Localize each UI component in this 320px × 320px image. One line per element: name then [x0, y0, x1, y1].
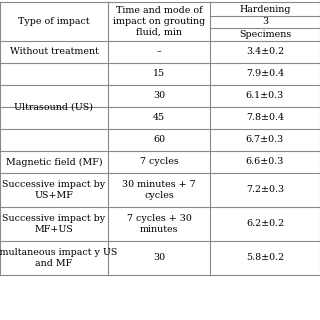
Text: Specimens: Specimens	[239, 30, 291, 39]
Text: 6.2±0.2: 6.2±0.2	[246, 220, 284, 228]
Text: 7 cycles + 30
minutes: 7 cycles + 30 minutes	[127, 214, 191, 234]
Text: 30 minutes + 7
cycles: 30 minutes + 7 cycles	[122, 180, 196, 200]
Text: Type of impact: Type of impact	[18, 17, 90, 26]
Text: Successive impact by
US+MF: Successive impact by US+MF	[3, 180, 106, 200]
Text: 6.7±0.3: 6.7±0.3	[246, 135, 284, 145]
Text: Magnetic field (MF): Magnetic field (MF)	[6, 157, 102, 167]
Text: 30: 30	[153, 253, 165, 262]
Text: 30: 30	[153, 92, 165, 100]
Text: 6.6±0.3: 6.6±0.3	[246, 157, 284, 166]
Text: 7.8±0.4: 7.8±0.4	[246, 114, 284, 123]
Text: 3.4±0.2: 3.4±0.2	[246, 47, 284, 57]
Text: 15: 15	[153, 69, 165, 78]
Text: –: –	[156, 47, 161, 57]
Text: Simultaneous impact y US
and MF: Simultaneous impact y US and MF	[0, 248, 118, 268]
Text: Ultrasound (US): Ultrasound (US)	[14, 102, 93, 111]
Text: Hardening: Hardening	[239, 4, 291, 13]
Text: 6.1±0.3: 6.1±0.3	[246, 92, 284, 100]
Text: 3: 3	[262, 18, 268, 27]
Text: Time and mode of
impact on grouting
fluid, min: Time and mode of impact on grouting flui…	[113, 6, 205, 37]
Text: 7 cycles: 7 cycles	[140, 157, 178, 166]
Text: Without treatment: Without treatment	[10, 47, 99, 57]
Text: 60: 60	[153, 135, 165, 145]
Text: 45: 45	[153, 114, 165, 123]
Text: 5.8±0.2: 5.8±0.2	[246, 253, 284, 262]
Text: 7.2±0.3: 7.2±0.3	[246, 186, 284, 195]
Text: 7.9±0.4: 7.9±0.4	[246, 69, 284, 78]
Text: Successive impact by
MF+US: Successive impact by MF+US	[3, 214, 106, 234]
